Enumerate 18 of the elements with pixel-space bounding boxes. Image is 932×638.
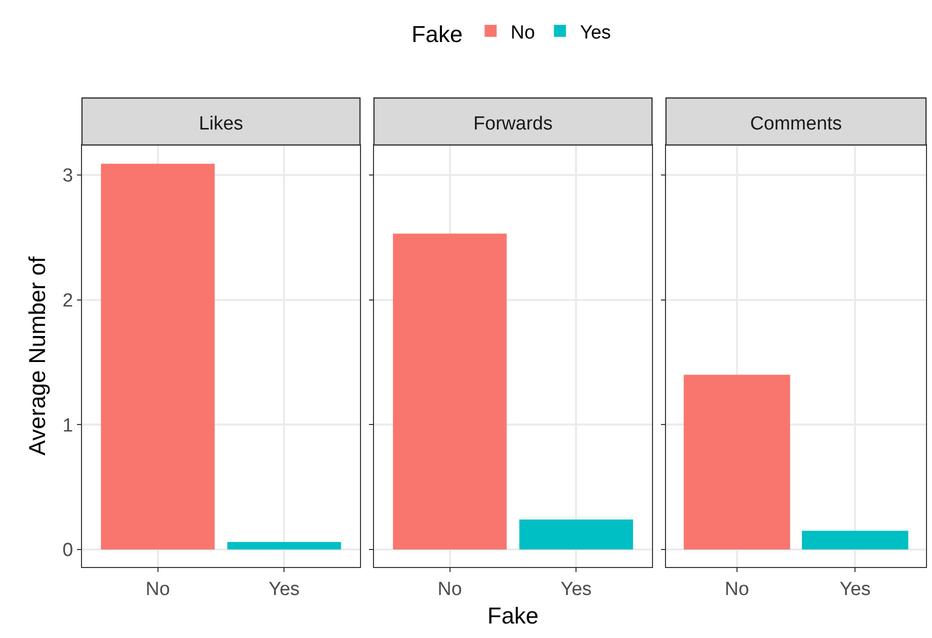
x-tick-label: Yes (268, 578, 300, 600)
y-tick-label: 0 (62, 540, 74, 562)
y-axis-title: Average Number of (24, 256, 50, 456)
y-tick-label: 2 (62, 290, 74, 312)
chart-title: Forwards (473, 114, 553, 135)
x-tick-label: No (146, 578, 170, 600)
x-axis-title: Fake (487, 602, 539, 628)
legend-label: Yes (580, 22, 611, 44)
y-tick-label: 3 (62, 166, 74, 187)
legend-title: Fake (412, 20, 463, 47)
x-tick-label: Yes (560, 578, 592, 600)
chart-title: Likes (198, 114, 244, 135)
x-tick-label: No (724, 578, 750, 600)
chart-title: Comments (750, 114, 842, 135)
legend-label: No (510, 22, 535, 44)
x-tick-label: No (438, 578, 462, 600)
y-tick-label: 1 (62, 415, 74, 436)
x-tick-label: Yes (840, 578, 871, 600)
